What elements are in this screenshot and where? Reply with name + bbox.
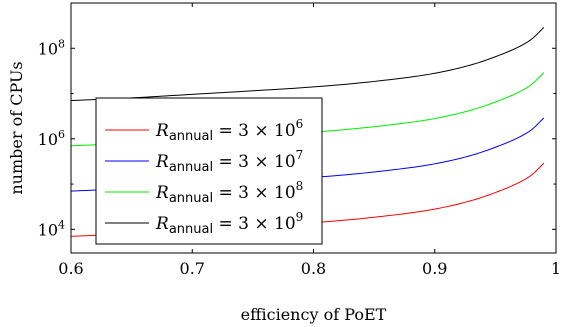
legend: Rannual = 3 × 106 Rannual = 3 × 107 Rannua… — [95, 97, 323, 245]
y-axis-label: number of CPUs — [7, 61, 26, 194]
x-axis-ticks: 0.6 0.7 0.8 0.9 1 — [58, 3, 561, 278]
y-axis-ticks: 104 106 108 — [38, 2, 556, 239]
series-line-4 — [70, 26, 545, 102]
y-tick-label: 104 — [38, 218, 65, 239]
legend-label: Rannual = 3 × 109 — [155, 210, 303, 237]
x-tick-label: 0.7 — [180, 259, 205, 278]
x-axis-label: efficiency of PoET — [241, 305, 387, 324]
legend-label: Rannual = 3 × 108 — [155, 179, 303, 206]
y-tick-label: 108 — [38, 37, 65, 58]
legend-label: Rannual = 3 × 106 — [155, 117, 303, 144]
y-tick-label: 106 — [38, 128, 65, 149]
x-tick-label: 0.8 — [301, 259, 326, 278]
x-tick-label: 0.6 — [58, 259, 83, 278]
x-tick-label: 0.9 — [422, 259, 447, 278]
legend-box — [95, 97, 323, 245]
legend-label: Rannual = 3 × 107 — [155, 148, 303, 175]
x-tick-label: 1 — [551, 259, 561, 278]
